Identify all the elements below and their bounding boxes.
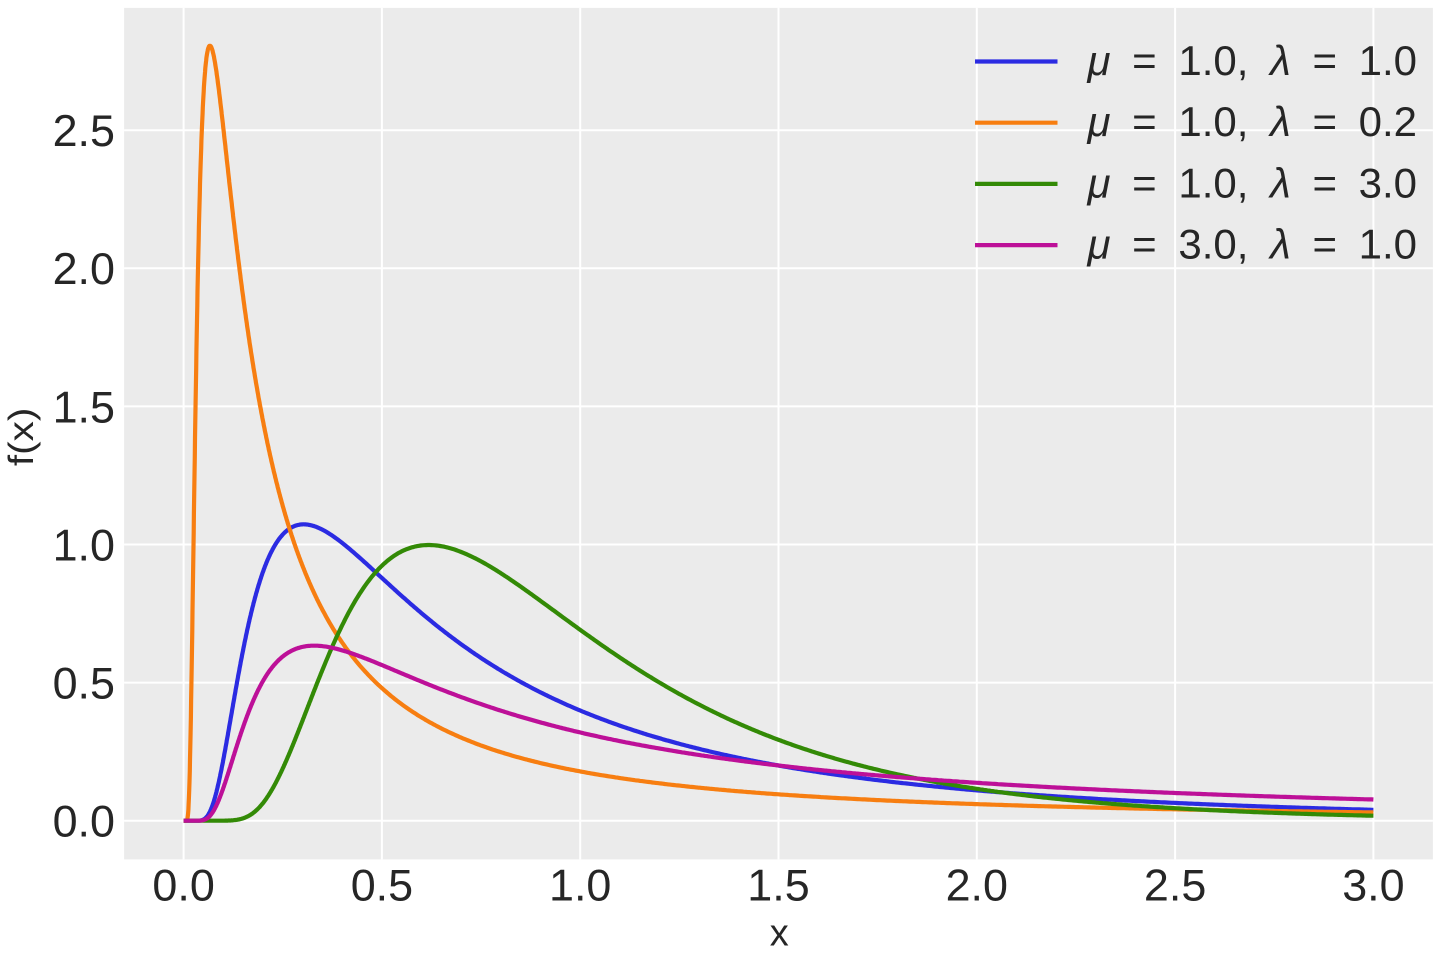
- svg-text:3.0: 3.0: [1342, 859, 1404, 910]
- svg-text:2.0: 2.0: [946, 859, 1008, 910]
- svg-text:2.5: 2.5: [53, 105, 115, 156]
- svg-text:f(x): f(x): [2, 408, 41, 466]
- svg-text:0.0: 0.0: [152, 859, 214, 910]
- svg-text:μ = 3.0, λ = 1.0: μ = 3.0, λ = 1.0: [1087, 221, 1418, 268]
- svg-text:x: x: [770, 913, 789, 955]
- svg-text:2.0: 2.0: [53, 243, 115, 294]
- svg-text:μ = 1.0, λ = 0.2: μ = 1.0, λ = 0.2: [1087, 98, 1418, 145]
- svg-text:μ = 1.0, λ = 3.0: μ = 1.0, λ = 3.0: [1087, 159, 1418, 206]
- svg-text:0.5: 0.5: [351, 859, 413, 910]
- svg-text:1.5: 1.5: [53, 381, 115, 432]
- svg-text:μ = 1.0, λ = 1.0: μ = 1.0, λ = 1.0: [1087, 37, 1418, 84]
- svg-text:1.0: 1.0: [53, 519, 115, 570]
- svg-text:1.0: 1.0: [549, 859, 611, 910]
- svg-text:0.0: 0.0: [53, 796, 115, 847]
- svg-text:0.5: 0.5: [53, 658, 115, 709]
- svg-text:1.5: 1.5: [747, 859, 809, 910]
- svg-text:2.5: 2.5: [1144, 859, 1206, 910]
